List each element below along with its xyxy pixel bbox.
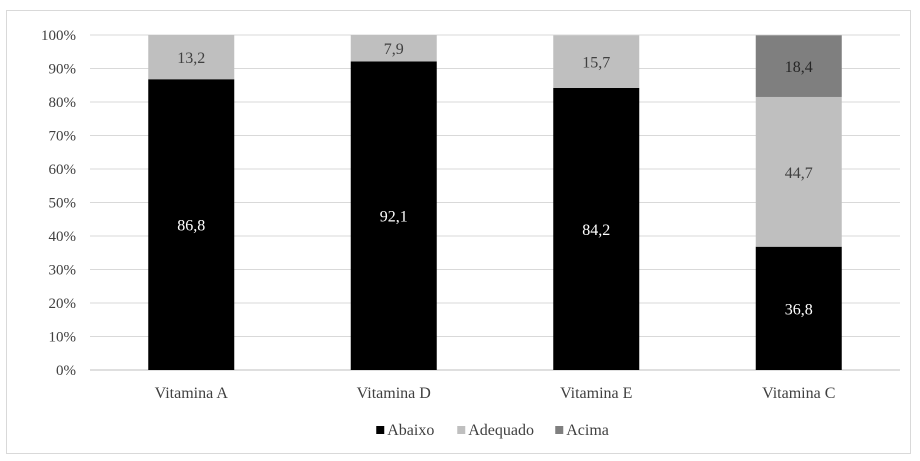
- data-label-vitamina-e-abaixo: 84,2: [582, 222, 610, 239]
- bar-vitamina-c-abaixo: [755, 246, 842, 370]
- y-tick-label-20: 20%: [49, 296, 77, 312]
- bar-vitamina-c-adequado: [755, 96, 842, 247]
- bar-vitamina-a-adequado: [148, 35, 235, 80]
- y-tick-label-30: 30%: [49, 263, 77, 279]
- data-label-vitamina-c-adequado: 44,7: [785, 165, 813, 182]
- x-tick-label-vitamina-a: Vitamina A: [155, 385, 229, 402]
- bar-vitamina-c-acima: [755, 35, 842, 97]
- data-label-vitamina-d-adequado: 7,9: [384, 41, 404, 58]
- legend-swatch-abaixo: [376, 426, 385, 434]
- legend-swatch-acima: [555, 426, 564, 434]
- data-label-vitamina-a-abaixo: 86,8: [177, 218, 205, 235]
- legend-swatch-adequado: [457, 426, 466, 434]
- y-tick-label-10: 10%: [49, 330, 77, 346]
- data-label-vitamina-e-adequado: 15,7: [582, 55, 610, 72]
- x-tick-label-vitamina-c: Vitamina C: [762, 385, 835, 402]
- bar-vitamina-e-abaixo: [553, 87, 640, 371]
- bar-vitamina-a-abaixo: [148, 79, 235, 370]
- legend-label-adequado: Adequado: [468, 422, 534, 439]
- bar-vitamina-d-abaixo: [350, 61, 437, 371]
- bar-vitamina-e-adequado: [553, 35, 640, 88]
- legend-label-acima: Acima: [566, 422, 609, 439]
- x-tick-label-vitamina-d: Vitamina D: [357, 385, 431, 402]
- y-tick-label-70: 70%: [49, 129, 77, 145]
- data-label-vitamina-a-adequado: 13,2: [177, 50, 205, 67]
- y-tick-label-100: 100%: [41, 28, 76, 44]
- data-label-vitamina-c-acima: 18,4: [785, 59, 813, 76]
- y-tick-label-0: 0%: [56, 363, 76, 379]
- x-tick-label-vitamina-e: Vitamina E: [560, 385, 632, 402]
- y-tick-label-60: 60%: [49, 162, 77, 178]
- y-tick-label-80: 80%: [49, 95, 77, 111]
- bar-vitamina-d-adequado: [350, 35, 437, 62]
- data-label-vitamina-c-abaixo: 36,8: [785, 301, 813, 318]
- legend-label-abaixo: Abaixo: [387, 422, 434, 439]
- data-label-vitamina-d-abaixo: 92,1: [380, 209, 408, 226]
- y-tick-label-40: 40%: [49, 229, 77, 245]
- y-tick-label-90: 90%: [49, 62, 77, 78]
- y-tick-label-50: 50%: [49, 196, 77, 212]
